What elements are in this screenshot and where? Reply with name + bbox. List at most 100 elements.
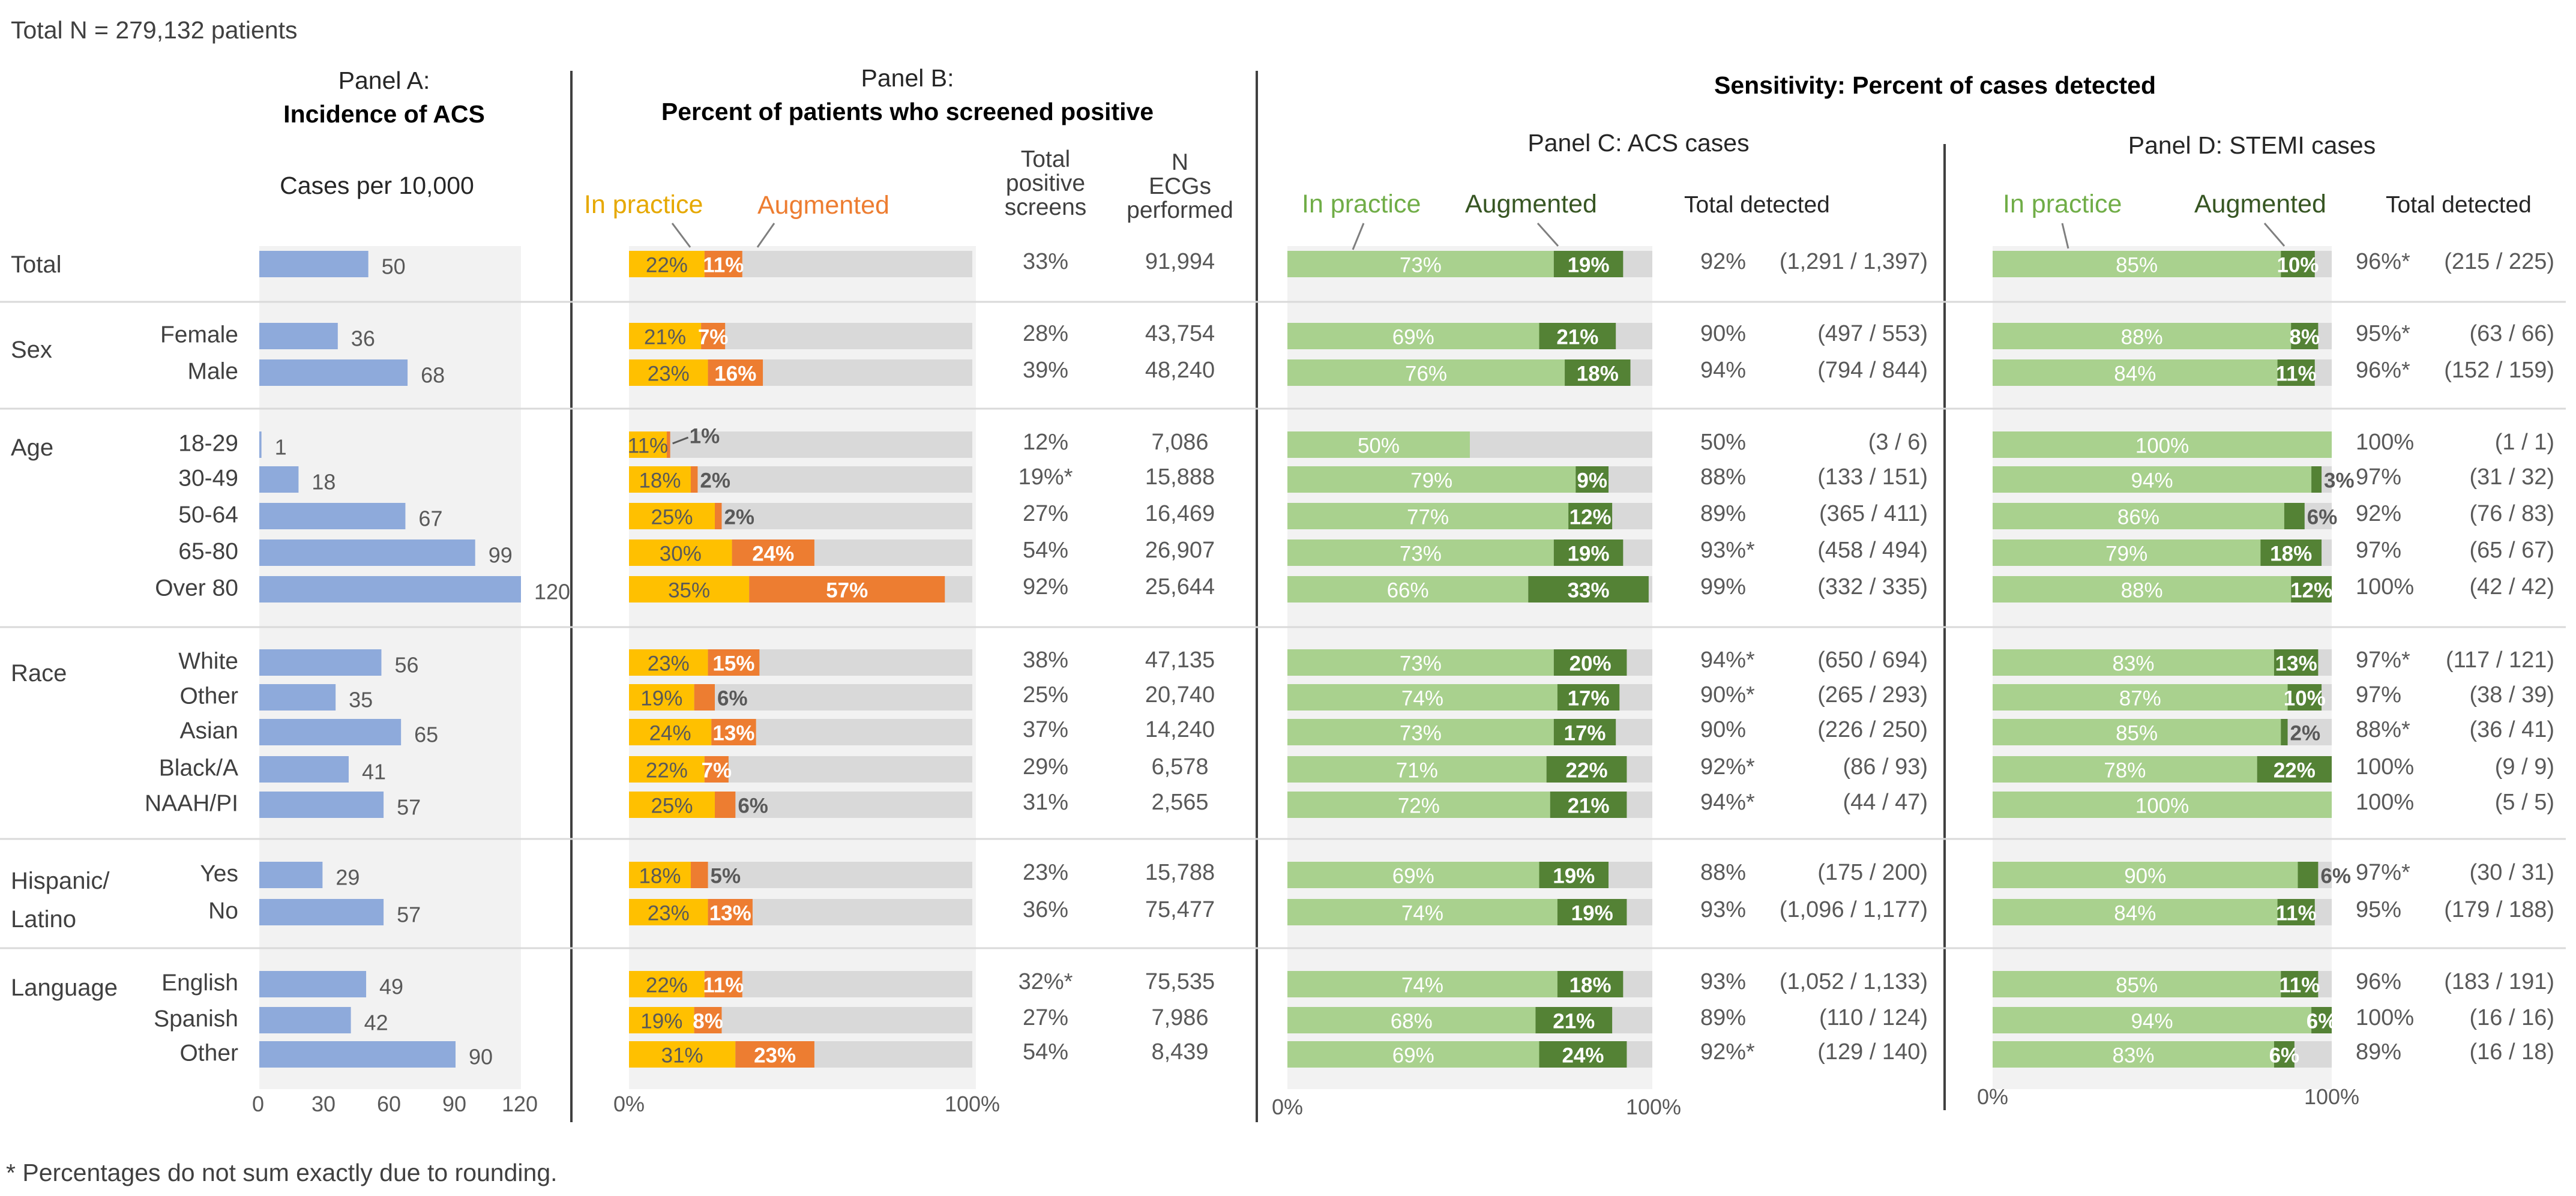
- b-augmented-label: 13%: [712, 722, 754, 745]
- c-augmented-bar: [1528, 576, 1649, 603]
- b-augmented-bar: [666, 431, 670, 458]
- c-total-pct: 92%*: [1700, 1039, 1755, 1065]
- row-label: NAAH/PI: [145, 791, 238, 817]
- total-positive-screens: 23%: [1023, 860, 1068, 885]
- c-total-fraction: (110 / 124): [1819, 1005, 1928, 1030]
- b-augmented-label: 13%: [709, 902, 751, 925]
- d-augmented-outside-label: 2%: [2290, 722, 2321, 745]
- b-in-practice-bar: [629, 756, 705, 783]
- c-total-fraction: (794 / 844): [1817, 358, 1928, 383]
- d-augmented-outside-label: 6%: [2320, 865, 2351, 888]
- d-total-fraction: (152 / 159): [2444, 358, 2554, 383]
- d-in-practice-label: 79%: [2105, 542, 2147, 566]
- d-augmented-bar: [2260, 539, 2322, 566]
- d-in-practice-label: 88%: [2121, 579, 2163, 603]
- total-positive-screens: 92%: [1023, 574, 1068, 600]
- b-in-practice-bar: [629, 359, 708, 386]
- c-augmented-bar: [1557, 684, 1620, 711]
- c-augmented-label: 21%: [1553, 1010, 1595, 1033]
- c-total-fraction: (332 / 335): [1817, 574, 1928, 600]
- n-ecgs-performed: 15,788: [1145, 860, 1215, 885]
- c-total-pct: 93%*: [1700, 538, 1755, 563]
- c-in-practice-label: 73%: [1400, 652, 1442, 676]
- b-outside-leader: [672, 436, 689, 445]
- incidence-bar: [259, 1007, 351, 1033]
- n-ecgs-performed: 20,740: [1145, 682, 1215, 708]
- c-total-pct: 90%: [1700, 717, 1746, 742]
- c-total-fraction: (44 / 47): [1843, 790, 1928, 815]
- incidence-bar: [259, 649, 382, 676]
- c-in-practice-bar: [1287, 899, 1557, 925]
- c-total-fraction: (1,096 / 1,177): [1780, 897, 1928, 922]
- total-positive-screens: 54%: [1023, 538, 1068, 563]
- n-ecgs-performed: 2,565: [1151, 790, 1208, 815]
- group-label: Sex: [11, 337, 52, 363]
- c-augmented-bar: [1557, 899, 1627, 925]
- d-in-practice-label: 83%: [2112, 1044, 2154, 1068]
- total-positive-screens: 27%: [1023, 501, 1068, 526]
- total-positive-screens: 25%: [1023, 682, 1068, 708]
- c-augmented-bar: [1539, 1041, 1627, 1068]
- c-total-fraction: (226 / 250): [1817, 717, 1928, 742]
- b-in-practice-bar: [629, 1041, 736, 1068]
- total-positive-screens: 28%: [1023, 321, 1068, 346]
- b-augmented-outside-label: 1%: [690, 425, 720, 448]
- c-augmented-label: 17%: [1568, 687, 1610, 711]
- c-augmented-label: 19%: [1571, 902, 1613, 925]
- b-augmented-bar: [708, 899, 753, 925]
- d-augmented-bar: [2287, 684, 2322, 711]
- d-in-practice-bar: [1993, 466, 2312, 493]
- row-label: 50-64: [178, 502, 238, 528]
- b-in-practice-bar: [629, 466, 691, 493]
- b-in-practice-label: 19%: [640, 687, 682, 711]
- d-in-practice-label: 86%: [2117, 506, 2159, 529]
- footnote: * Percentages do not sum exactly due to …: [6, 1159, 558, 1186]
- d-total-pct: 95%*: [2356, 321, 2410, 346]
- d-in-practice-label: 85%: [2116, 722, 2158, 745]
- b-augmented-label: 7%: [698, 326, 729, 349]
- d-augmented-label: 10%: [2284, 687, 2326, 711]
- d-augmented-bar: [2291, 323, 2319, 349]
- axis-b-tick-100: 100%: [945, 1092, 1000, 1116]
- c-augmented-bar: [1550, 792, 1627, 818]
- row-label: Yes: [200, 861, 238, 887]
- d-total-fraction: (38 / 39): [2469, 682, 2554, 708]
- c-augmented-bar: [1557, 971, 1624, 997]
- b-augmented-bar: [735, 1041, 814, 1068]
- d-augmented-label: 6%: [2269, 1044, 2300, 1068]
- d-in-practice-bar: [1993, 539, 2261, 566]
- b-augmented-bar: [690, 862, 708, 888]
- d-in-practice-label: 84%: [2114, 362, 2156, 386]
- legend-b-augmented-leader: [756, 223, 775, 248]
- legend-c-in-practice: In practice: [1302, 190, 1421, 218]
- axis-a-tick: 30: [311, 1092, 336, 1116]
- d-in-practice-bar: [1993, 649, 2274, 676]
- b-augmented-bar: [749, 576, 945, 603]
- d-augmented-bar: [2277, 359, 2315, 386]
- c-in-practice-label: 72%: [1398, 795, 1440, 818]
- c-augmented-label: 33%: [1568, 579, 1610, 603]
- incidence-bar: [259, 862, 323, 888]
- b-in-practice-bar: [629, 971, 705, 997]
- n-ecgs-performed: 6,578: [1151, 754, 1208, 780]
- axis-a-tick: 0: [252, 1092, 264, 1116]
- group-label-line: Hispanic/: [11, 868, 110, 894]
- c-in-practice-label: 71%: [1396, 759, 1438, 783]
- incidence-value: 29: [336, 865, 360, 890]
- panel-b-line1: Panel B:: [861, 64, 954, 92]
- c-total-pct: 90%: [1700, 321, 1746, 346]
- d-total-pct: 96%*: [2356, 358, 2410, 383]
- axis-a-tick: 90: [442, 1092, 466, 1116]
- incidence-bar: [259, 539, 475, 566]
- c-total-fraction: (86 / 93): [1843, 754, 1928, 780]
- legend-b-in-practice: In practice: [584, 190, 703, 219]
- b-augmented-label: 57%: [826, 579, 868, 603]
- c-augmented-bar: [1539, 862, 1609, 888]
- d-augmented-bar: [2281, 251, 2315, 277]
- b-augmented-outside-label: 2%: [700, 469, 730, 493]
- n-ecgs-performed: 43,754: [1145, 321, 1215, 346]
- d-augmented-label: 18%: [2270, 542, 2312, 566]
- group-label: Hispanic/Latino: [11, 868, 110, 933]
- n-ecgs-performed: 25,644: [1145, 574, 1215, 600]
- c-augmented-bar: [1553, 539, 1624, 566]
